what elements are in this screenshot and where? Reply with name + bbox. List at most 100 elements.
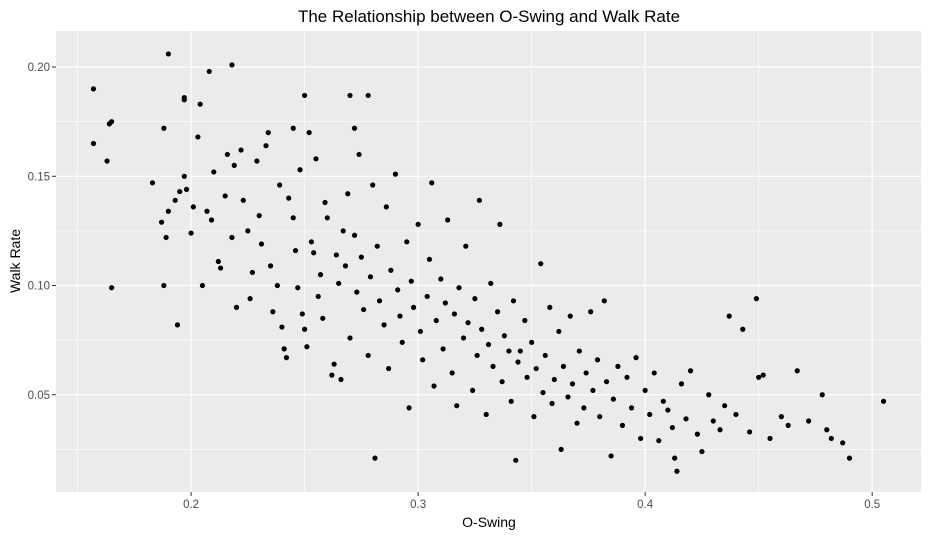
data-point (538, 261, 544, 267)
data-point (322, 199, 328, 206)
data-points (90, 51, 887, 474)
data-point (760, 372, 766, 378)
data-point (665, 407, 671, 413)
data-point (819, 392, 825, 398)
data-point (472, 296, 478, 302)
data-point (274, 282, 280, 289)
gridlines (56, 31, 921, 492)
data-point (524, 374, 530, 380)
data-point (490, 363, 496, 369)
data-point (329, 372, 335, 378)
data-point (706, 392, 712, 398)
data-point (699, 448, 705, 455)
data-point (336, 280, 342, 286)
data-point (828, 435, 834, 442)
data-point (217, 265, 224, 271)
data-point (197, 101, 203, 107)
data-point (746, 429, 753, 435)
data-point (647, 411, 653, 418)
data-point (181, 95, 187, 101)
data-point (313, 156, 319, 162)
data-point (356, 151, 362, 158)
data-point (588, 309, 594, 315)
data-point (245, 228, 251, 234)
data-point (342, 263, 349, 269)
data-point (333, 252, 339, 258)
data-point (581, 405, 587, 411)
data-point (229, 234, 235, 241)
data-point (195, 134, 201, 140)
data-point (733, 411, 739, 418)
data-point (683, 416, 689, 422)
data-point (497, 221, 503, 227)
data-point (560, 363, 567, 369)
data-point (331, 361, 337, 367)
x-tick-label: 0.3 (410, 499, 426, 511)
data-point (442, 300, 448, 306)
data-point (615, 363, 621, 369)
data-point (90, 140, 97, 147)
data-point (215, 258, 221, 265)
data-point (365, 92, 371, 99)
data-point (806, 418, 812, 424)
data-point (370, 182, 376, 188)
data-point (840, 440, 846, 446)
data-point (426, 256, 433, 262)
x-axis: 0.2 0.3 0.4 0.5 (183, 492, 880, 511)
data-point (367, 274, 374, 280)
data-point (594, 357, 601, 363)
data-point (601, 298, 607, 304)
data-point (824, 427, 830, 433)
data-point (290, 215, 296, 221)
data-point (547, 304, 553, 310)
data-point (277, 182, 283, 188)
data-point (104, 158, 110, 164)
data-point (794, 368, 800, 374)
data-point (501, 333, 507, 339)
data-point (295, 285, 301, 291)
data-point (258, 241, 265, 247)
data-point (756, 374, 762, 380)
data-point (740, 326, 746, 332)
data-point (415, 221, 421, 227)
data-point (424, 293, 430, 300)
data-point (374, 243, 380, 249)
y-tick-label: 0.10 (28, 281, 50, 293)
data-point (254, 158, 260, 164)
data-point (438, 276, 444, 282)
data-point (281, 346, 287, 352)
data-point (660, 398, 666, 404)
data-point (454, 403, 460, 409)
data-point (208, 217, 215, 223)
data-point (181, 173, 187, 179)
data-point (515, 359, 521, 365)
data-point (463, 243, 469, 249)
data-point (672, 455, 678, 461)
data-point (633, 355, 639, 361)
data-point (449, 370, 455, 376)
data-point (558, 446, 564, 452)
data-point (451, 311, 458, 317)
data-point (149, 180, 156, 186)
data-point (386, 365, 392, 372)
data-point (392, 171, 399, 177)
x-axis-label: O-Swing (462, 514, 516, 530)
data-point (656, 438, 662, 444)
y-axis-label: Walk Rate (7, 229, 23, 293)
data-point (574, 420, 580, 426)
data-point (174, 322, 181, 328)
data-point (345, 191, 351, 197)
data-point (710, 418, 716, 424)
data-point (279, 324, 285, 330)
data-point (494, 309, 501, 315)
data-point (383, 204, 389, 210)
data-point (456, 285, 462, 291)
data-point (431, 383, 437, 389)
data-point (590, 387, 596, 394)
data-point (361, 306, 367, 313)
data-point (410, 304, 417, 310)
data-point (267, 263, 274, 269)
data-point (340, 228, 346, 234)
data-point (158, 219, 165, 225)
